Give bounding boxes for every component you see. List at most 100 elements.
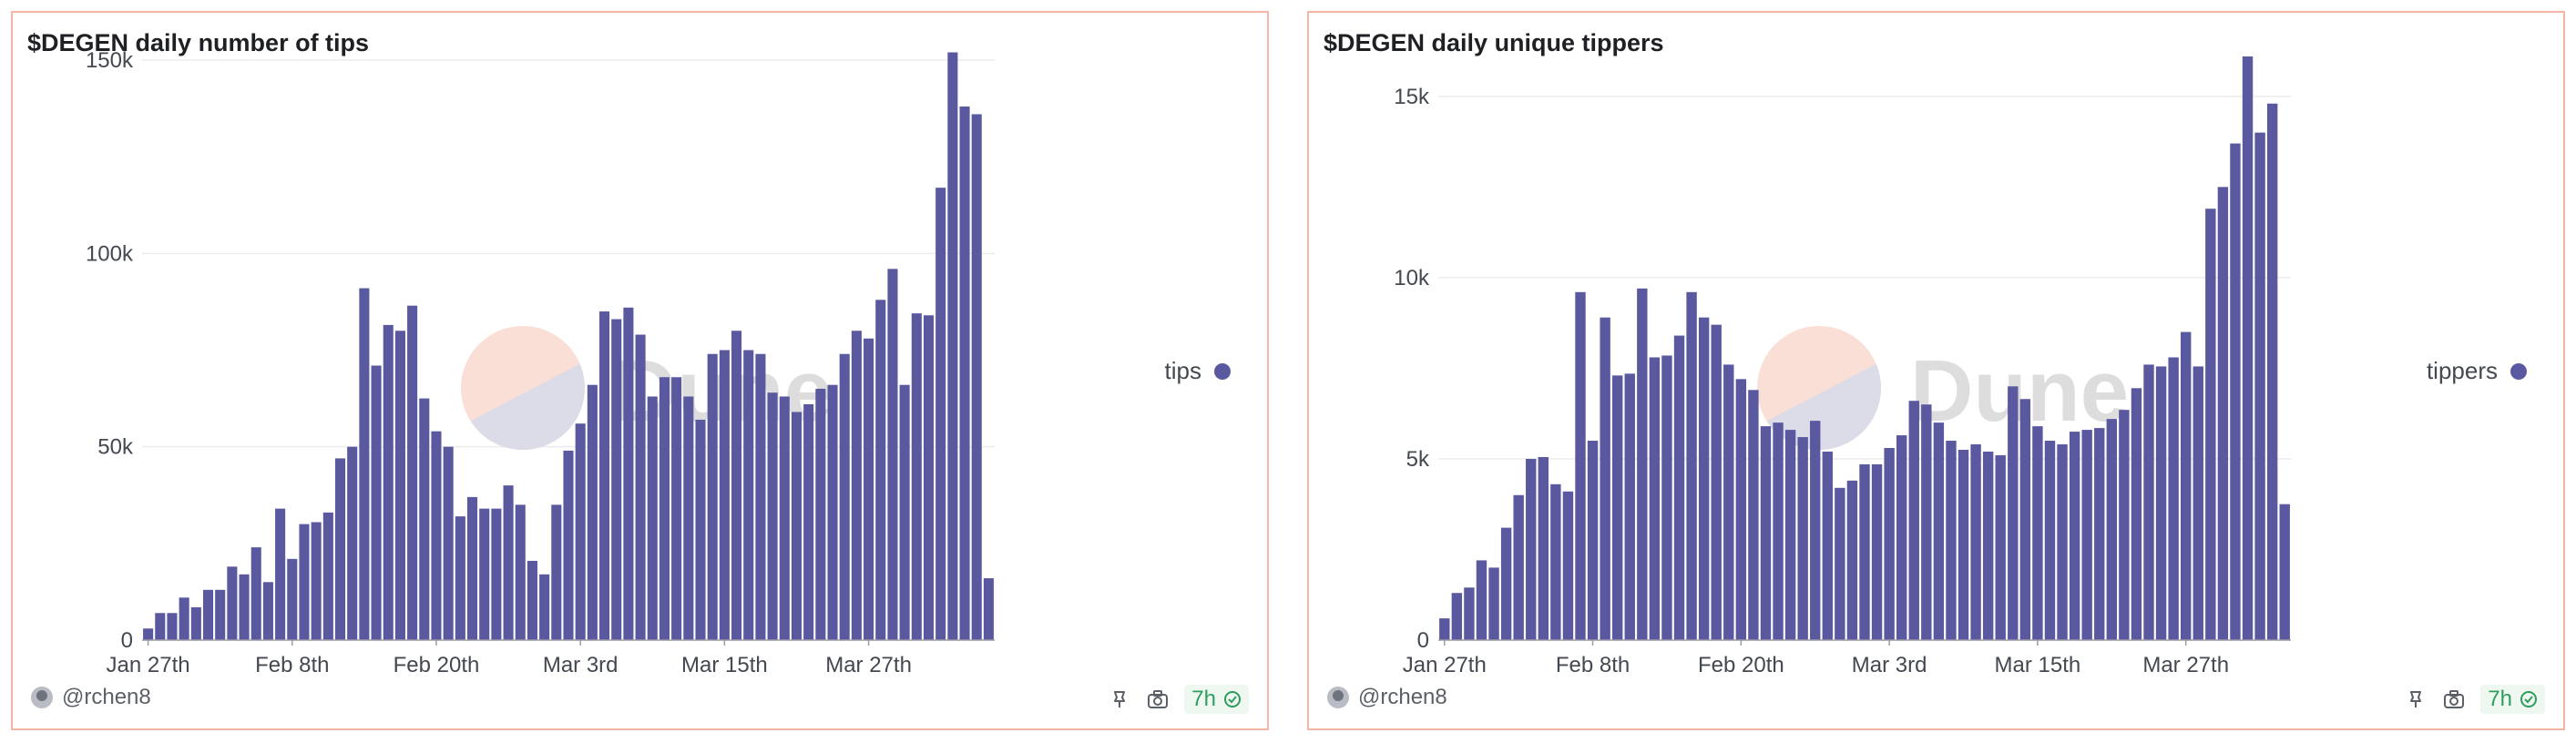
bar[interactable] (1835, 487, 1845, 640)
bar[interactable] (1526, 458, 1537, 640)
bar[interactable] (2230, 143, 2241, 641)
bar[interactable] (1649, 357, 1661, 640)
bar[interactable] (1822, 451, 1834, 640)
bar[interactable] (2168, 357, 2179, 640)
bar[interactable] (383, 324, 394, 640)
bar[interactable] (875, 300, 886, 640)
bar[interactable] (611, 319, 622, 640)
bar[interactable] (1797, 437, 1808, 640)
bar[interactable] (407, 305, 418, 640)
pin-icon[interactable] (2404, 687, 2428, 711)
bar[interactable] (394, 331, 405, 640)
bar[interactable] (839, 353, 850, 640)
bar[interactable] (2057, 444, 2068, 640)
bar[interactable] (322, 512, 333, 640)
bar[interactable] (2242, 56, 2254, 641)
bar[interactable] (334, 458, 346, 640)
bar[interactable] (1587, 441, 1599, 640)
bar[interactable] (2081, 430, 2092, 640)
bar[interactable] (695, 419, 706, 640)
bar[interactable] (2106, 419, 2118, 640)
bar[interactable] (275, 508, 286, 640)
bar[interactable] (1611, 375, 1623, 640)
bar[interactable] (143, 628, 154, 640)
bar[interactable] (1884, 447, 1895, 640)
bar[interactable] (923, 315, 935, 640)
bar[interactable] (2193, 366, 2203, 640)
author[interactable]: @rchen8 (1327, 685, 1447, 710)
bar[interactable] (599, 311, 610, 640)
bar[interactable] (347, 446, 358, 640)
bar[interactable] (1476, 560, 1487, 640)
bar[interactable] (1513, 494, 1524, 640)
bar[interactable] (2008, 386, 2019, 640)
bar[interactable] (1673, 335, 1685, 640)
bar[interactable] (2254, 132, 2265, 640)
bar[interactable] (2032, 426, 2043, 640)
bar[interactable] (215, 589, 226, 640)
bar[interactable] (1871, 463, 1883, 640)
bar[interactable] (911, 313, 922, 640)
bar[interactable] (935, 188, 946, 640)
bar[interactable] (659, 377, 670, 640)
bar[interactable] (1637, 288, 1648, 640)
bar[interactable] (1859, 463, 1870, 640)
bar[interactable] (491, 508, 502, 640)
bar[interactable] (899, 384, 910, 640)
bar[interactable] (1698, 317, 1710, 640)
bar[interactable] (455, 516, 465, 640)
bar[interactable] (419, 398, 430, 640)
bar[interactable] (431, 431, 442, 640)
bar[interactable] (1500, 527, 1512, 640)
camera-icon[interactable] (1146, 687, 1170, 711)
bar[interactable] (635, 334, 646, 640)
bar[interactable] (887, 269, 898, 640)
bar[interactable] (503, 485, 514, 640)
bar[interactable] (2119, 410, 2130, 640)
bar[interactable] (2131, 388, 2142, 640)
bar[interactable] (1723, 364, 1734, 640)
bar[interactable] (2044, 441, 2056, 640)
bar[interactable] (851, 331, 862, 640)
bar[interactable] (239, 574, 250, 640)
bar[interactable] (1735, 379, 1747, 640)
bar[interactable] (299, 524, 310, 640)
bar[interactable] (671, 377, 682, 640)
bar[interactable] (864, 338, 874, 640)
bar[interactable] (2279, 504, 2290, 640)
bar[interactable] (1661, 355, 1672, 640)
bar[interactable] (190, 606, 201, 640)
bar[interactable] (479, 508, 490, 640)
bar[interactable] (1760, 426, 1772, 640)
bar[interactable] (575, 423, 586, 640)
bar[interactable] (683, 396, 694, 640)
bar[interactable] (1958, 449, 1969, 640)
bar[interactable] (2155, 366, 2167, 640)
bar[interactable] (791, 412, 802, 640)
legend[interactable]: tippers (2427, 357, 2527, 385)
bar[interactable] (743, 350, 754, 641)
bar[interactable] (2143, 364, 2154, 640)
bar[interactable] (1439, 618, 1450, 640)
bar[interactable] (2205, 209, 2216, 640)
bar[interactable] (1451, 593, 1463, 640)
bar[interactable] (466, 496, 478, 640)
bar[interactable] (179, 597, 189, 640)
bar[interactable] (443, 446, 454, 640)
bar[interactable] (250, 547, 261, 640)
bar[interactable] (767, 392, 778, 640)
bar[interactable] (1908, 401, 1919, 640)
bar[interactable] (1921, 404, 1932, 640)
bar[interactable] (202, 589, 214, 640)
bar[interactable] (1982, 451, 1994, 640)
bar[interactable] (2217, 187, 2229, 640)
bar[interactable] (971, 114, 982, 641)
bar[interactable] (2094, 428, 2105, 640)
bar[interactable] (155, 613, 166, 640)
bar[interactable] (227, 566, 238, 640)
camera-icon[interactable] (2442, 687, 2466, 711)
bar[interactable] (815, 388, 826, 640)
bar[interactable] (2180, 331, 2192, 640)
bar[interactable] (1970, 444, 1981, 640)
bar[interactable] (1538, 456, 1549, 640)
